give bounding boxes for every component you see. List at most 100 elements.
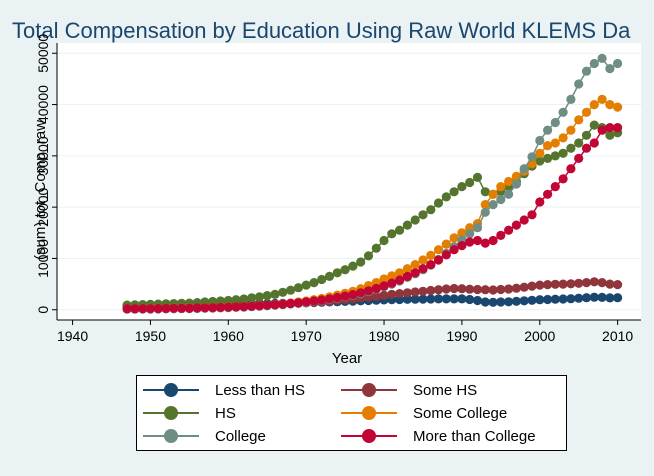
data-point	[286, 285, 296, 295]
legend-swatch-marker	[164, 429, 178, 443]
data-point	[504, 297, 514, 307]
data-point	[496, 194, 506, 205]
data-point	[566, 94, 576, 104]
data-point	[480, 238, 490, 248]
data-point	[223, 295, 233, 306]
data-point	[130, 304, 140, 314]
data-point	[581, 66, 592, 76]
data-point	[169, 303, 179, 313]
data-point	[418, 264, 428, 274]
data-point	[605, 130, 615, 140]
data-point	[465, 229, 475, 239]
data-point	[418, 294, 428, 304]
data-point	[441, 192, 451, 202]
data-point	[433, 198, 444, 208]
data-point	[543, 141, 553, 151]
data-point	[613, 102, 623, 112]
data-point	[379, 235, 389, 246]
legend-swatch-marker	[164, 383, 178, 397]
x-tick-label: 1950	[135, 328, 166, 344]
data-point	[511, 283, 521, 293]
data-point	[161, 303, 171, 313]
data-point	[138, 304, 148, 314]
data-point	[566, 294, 576, 304]
data-point	[480, 200, 490, 210]
legend-swatch	[341, 380, 397, 400]
data-point	[293, 298, 303, 308]
data-point	[278, 287, 288, 297]
legend-label: Some College	[413, 404, 508, 422]
data-point	[402, 271, 412, 281]
data-point	[589, 138, 599, 148]
data-point	[200, 303, 210, 313]
data-point	[574, 153, 584, 163]
plot-background	[57, 43, 641, 320]
data-point	[363, 286, 374, 296]
data-point	[480, 297, 490, 307]
data-point	[395, 289, 405, 299]
data-point	[433, 245, 444, 255]
data-point	[324, 294, 335, 304]
data-point	[270, 300, 280, 310]
data-point	[613, 293, 623, 303]
data-point	[441, 250, 451, 260]
y-axis-title: (sum) tot_Comp_raw	[32, 120, 49, 260]
data-point	[574, 138, 584, 148]
data-point	[301, 297, 311, 307]
data-point	[449, 283, 459, 294]
data-point	[550, 151, 560, 161]
legend-swatch	[143, 426, 199, 446]
data-point	[433, 294, 444, 304]
legend-item: More than College	[341, 426, 536, 446]
data-point	[496, 297, 506, 307]
data-point	[410, 287, 420, 297]
legend-item: Some HS	[341, 380, 477, 400]
data-point	[309, 296, 319, 306]
data-point	[317, 274, 327, 285]
data-point	[543, 125, 553, 135]
data-point	[605, 64, 615, 74]
legend-swatch-marker	[362, 429, 376, 443]
legend-swatch	[143, 403, 199, 423]
data-point	[387, 271, 397, 281]
legend-item: Less than HS	[143, 380, 305, 400]
data-point	[504, 284, 514, 294]
data-point	[441, 294, 451, 304]
data-point	[519, 296, 529, 306]
data-point	[543, 294, 553, 305]
x-axis-ticks: 1940 1950 1960 1970 1980 1990 2000 2010	[57, 320, 633, 344]
data-point	[589, 120, 599, 130]
legend-swatch	[341, 403, 397, 423]
legend-item: Some College	[341, 403, 507, 423]
legend-swatch-marker	[362, 406, 376, 420]
x-tick-label: 1990	[446, 328, 477, 344]
data-point	[488, 200, 498, 210]
data-point	[558, 279, 568, 289]
data-point	[418, 286, 428, 296]
data-point	[504, 176, 514, 187]
data-point	[527, 152, 537, 162]
data-point	[535, 135, 545, 146]
data-point	[231, 295, 241, 305]
data-point	[574, 79, 584, 89]
data-point	[605, 123, 615, 133]
data-point	[340, 291, 350, 301]
data-point	[605, 100, 615, 110]
legend-swatch-marker	[362, 383, 376, 397]
data-point	[581, 293, 592, 303]
data-point	[504, 225, 514, 235]
data-point	[558, 107, 568, 117]
data-point	[387, 278, 397, 288]
data-point	[402, 264, 412, 274]
data-point	[262, 300, 272, 310]
data-point	[504, 189, 514, 199]
data-point	[426, 250, 436, 260]
data-point	[410, 260, 420, 270]
data-point	[605, 293, 615, 303]
data-point	[581, 107, 592, 117]
data-point	[457, 294, 467, 304]
data-point	[613, 123, 623, 133]
data-point	[402, 288, 412, 298]
data-point	[449, 187, 459, 197]
x-tick-label: 1970	[291, 328, 322, 344]
